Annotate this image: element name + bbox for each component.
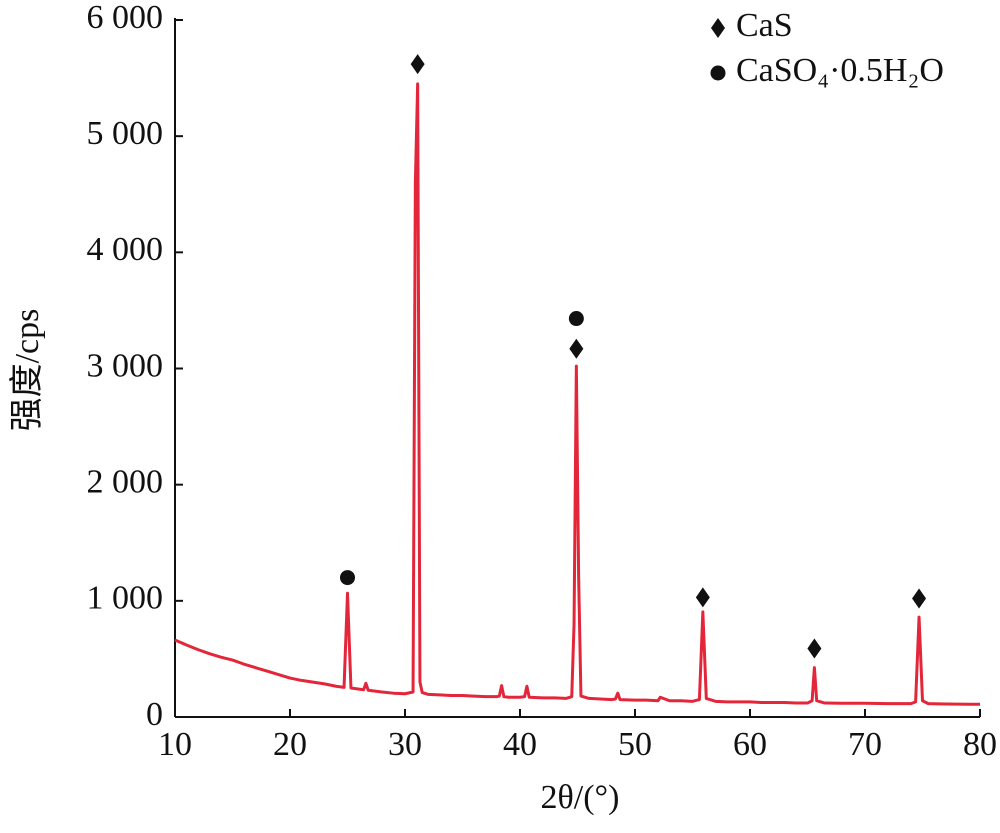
x-axis-label: 2θ/(°) (541, 779, 620, 816)
y-tick-label: 4 000 (87, 231, 164, 268)
phase-marker (410, 54, 425, 75)
phase-marker (695, 587, 710, 608)
y-axis-label: 强度/cps (8, 309, 46, 432)
x-tick-label: 10 (158, 726, 192, 763)
y-tick-label: 6 000 (87, 0, 164, 36)
phase-marker (807, 638, 822, 659)
legend-symbol (711, 18, 725, 38)
data-line (174, 82, 980, 706)
y-tick-label: 2 000 (87, 463, 164, 500)
y-tick-label: 0 (146, 696, 163, 733)
x-tick-label: 80 (963, 726, 997, 763)
y-tick-label: 5 000 (87, 115, 164, 152)
phase-marker (569, 338, 584, 359)
x-tick-label: 60 (733, 726, 767, 763)
y-tick-label: 3 000 (87, 347, 164, 384)
x-tick-label: 50 (618, 726, 652, 763)
x-tick-label: 40 (503, 726, 537, 763)
x-tick-label: 70 (848, 726, 882, 763)
phase-marker (568, 311, 584, 327)
x-tick-label: 30 (388, 726, 422, 763)
legend-symbol (710, 65, 726, 81)
y-tick-label: 1 000 (87, 580, 164, 617)
phase-marker (912, 588, 927, 609)
x-tick-label: 20 (273, 726, 307, 763)
legend-label: CaS (736, 7, 793, 44)
phase-marker (340, 570, 355, 586)
legend-label: CaSO₄·0.5H₂O (736, 52, 944, 89)
